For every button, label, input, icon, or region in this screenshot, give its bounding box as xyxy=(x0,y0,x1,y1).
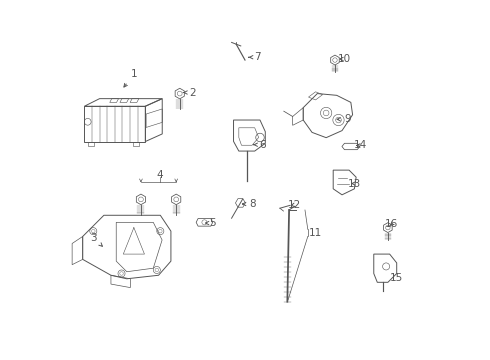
Text: 9: 9 xyxy=(337,114,351,124)
Text: 12: 12 xyxy=(288,200,301,210)
Text: 11: 11 xyxy=(309,228,322,238)
Text: 4: 4 xyxy=(156,170,163,180)
Text: 14: 14 xyxy=(353,140,367,150)
Text: 8: 8 xyxy=(243,199,256,209)
Text: 7: 7 xyxy=(249,52,261,62)
Text: 1: 1 xyxy=(124,69,137,87)
Text: 15: 15 xyxy=(390,273,403,283)
Text: 5: 5 xyxy=(205,218,216,228)
Text: 16: 16 xyxy=(385,219,398,229)
Text: 10: 10 xyxy=(338,54,351,64)
Text: 13: 13 xyxy=(348,179,362,189)
Text: 6: 6 xyxy=(254,140,266,150)
Text: 2: 2 xyxy=(183,87,196,98)
Text: 3: 3 xyxy=(91,233,102,246)
